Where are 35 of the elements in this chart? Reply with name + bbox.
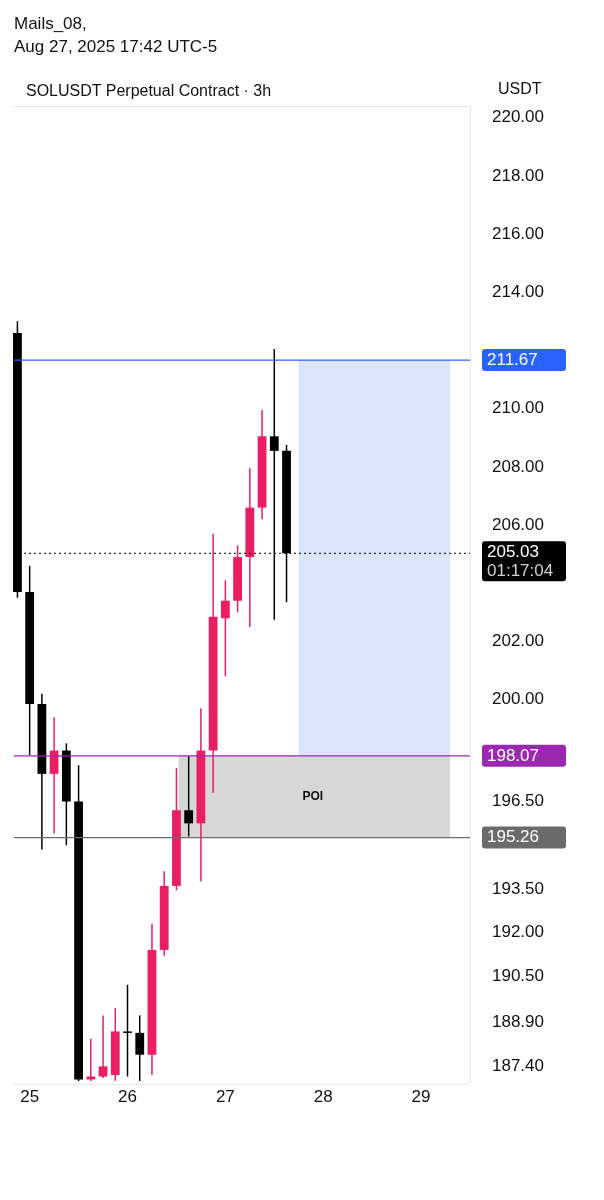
- y-tick-label: 216.00: [492, 223, 544, 243]
- x-tick-label: 29: [411, 1086, 431, 1106]
- ref-line-label: 198.07: [487, 745, 539, 765]
- candlestick: [184, 755, 194, 838]
- y-tick-label: 190.50: [492, 965, 544, 985]
- x-tick-label: 25: [20, 1086, 40, 1106]
- candlestick: [49, 716, 59, 835]
- candlestick: [135, 1014, 145, 1082]
- y-tick-label: 196.50: [492, 791, 544, 811]
- y-tick-label: 206.00: [492, 514, 544, 534]
- y-tick-label: 188.90: [492, 1012, 544, 1032]
- y-tick-label: 193.50: [492, 878, 544, 898]
- y-tick-label: 218.00: [492, 165, 544, 185]
- chart-subtitle: Mails_08, Aug 27, 2025 17:42 UTC-5: [14, 13, 218, 58]
- y-tick-label: 214.00: [492, 281, 544, 301]
- ref-line-label: 195.26: [487, 827, 539, 847]
- ref-line-label: 211.67: [487, 349, 538, 369]
- x-tick-label: 26: [118, 1086, 137, 1106]
- ref-line-label: 205.03: [487, 541, 539, 561]
- y-tick-label: 208.00: [492, 456, 544, 476]
- y-tick-label: 187.40: [492, 1056, 544, 1076]
- y-tick-label: 192.00: [492, 922, 544, 942]
- text: 01:17:04: [487, 560, 554, 580]
- band-label: POI: [302, 789, 324, 804]
- chart-title: SOLUSDT Perpetual Contract · 3h: [26, 82, 272, 100]
- x-tick-label: 27: [215, 1086, 235, 1106]
- y-tick-label: 200.00: [492, 689, 544, 709]
- x-tick-label: 28: [313, 1086, 333, 1106]
- y-tick-label: 202.00: [492, 631, 544, 651]
- y-tick-label: 210.00: [492, 398, 544, 418]
- candlestick: [123, 984, 132, 1078]
- y-tick-label: 220.00: [492, 107, 544, 127]
- candlestick: [220, 579, 230, 678]
- candlestick: [98, 1014, 108, 1079]
- y-axis-title: USDT: [498, 80, 542, 98]
